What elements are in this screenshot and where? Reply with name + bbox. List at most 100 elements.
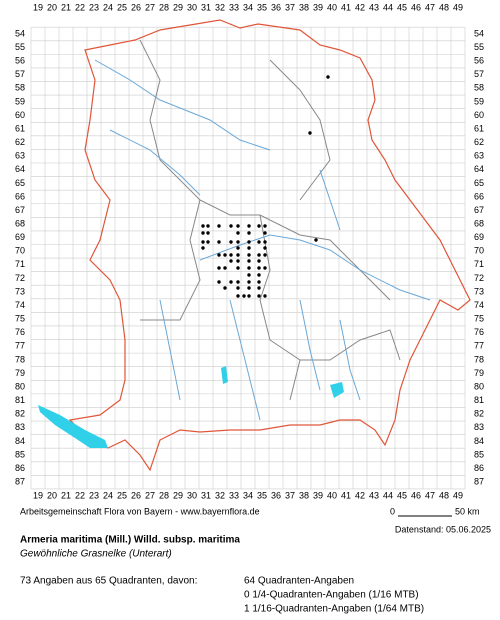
row-label: 70: [15, 246, 25, 256]
row-label: 82: [15, 409, 25, 419]
column-label: 35: [257, 490, 267, 500]
column-label: 20: [47, 490, 57, 500]
row-label: 68: [474, 218, 484, 228]
occurrence-dot: [263, 253, 267, 257]
occurrence-dot: [229, 240, 233, 244]
column-label: 36: [271, 2, 281, 12]
row-label: 68: [15, 218, 25, 228]
column-label: 42: [355, 2, 365, 12]
row-label: 62: [474, 137, 484, 147]
occurrence-dot: [229, 259, 233, 263]
rivers: [94, 59, 431, 421]
column-label: 19: [33, 2, 43, 12]
row-label: 87: [474, 477, 484, 487]
column-label: 33: [229, 2, 239, 12]
row-label: 57: [15, 69, 25, 79]
column-label: 40: [327, 2, 337, 12]
occurrence-dot: [206, 240, 210, 244]
row-label: 58: [15, 83, 25, 93]
row-label: 82: [474, 409, 484, 419]
column-label: 39: [313, 2, 323, 12]
row-label: 85: [15, 449, 25, 459]
occurrence-dot: [263, 266, 267, 270]
occurrence-dot: [247, 253, 251, 257]
column-label: 37: [285, 490, 295, 500]
occurrence-dot: [201, 240, 205, 244]
lake-bodensee: [38, 405, 108, 448]
date: Datenstand: 05.06.2025: [395, 524, 491, 534]
column-label: 43: [369, 490, 379, 500]
row-label: 71: [474, 259, 484, 269]
occurrence-dot: [236, 253, 240, 257]
scale-start: 0: [390, 506, 395, 516]
column-label: 21: [61, 2, 71, 12]
column-label: 34: [243, 2, 253, 12]
row-label: 67: [474, 205, 484, 215]
row-label: 75: [474, 314, 484, 324]
summary-line: 0 1/4-Quadranten-Angaben (1/16 MTB): [244, 590, 419, 601]
row-label: 79: [474, 368, 484, 378]
column-label: 28: [159, 2, 169, 12]
column-label: 36: [271, 490, 281, 500]
column-label: 46: [411, 2, 421, 12]
row-label: 65: [474, 178, 484, 188]
occurrence-dot: [247, 259, 251, 263]
column-label: 24: [103, 490, 113, 500]
summary-line: 1 1/16-Quadranten-Angaben (1/64 MTB): [244, 604, 424, 615]
column-label: 34: [243, 490, 253, 500]
row-label: 69: [15, 232, 25, 242]
column-label: 49: [453, 2, 463, 12]
column-label: 47: [425, 2, 435, 12]
occurrence-dot: [217, 280, 221, 284]
occurrence-dot: [236, 266, 240, 270]
column-label: 37: [285, 2, 295, 12]
occurrence-dot: [201, 246, 205, 250]
column-label: 38: [299, 2, 309, 12]
column-label: 31: [201, 490, 211, 500]
row-label: 59: [15, 96, 25, 106]
column-label: 38: [299, 490, 309, 500]
row-label: 65: [15, 178, 25, 188]
row-label: 60: [474, 110, 484, 120]
occurrence-dot: [201, 231, 205, 235]
occurrence-dot: [263, 224, 267, 228]
state-border: [68, 19, 471, 472]
row-label: 69: [474, 232, 484, 242]
column-label: 30: [187, 2, 197, 12]
occurrence-dot: [263, 294, 267, 298]
row-label: 54: [474, 28, 484, 38]
row-label: 79: [15, 368, 25, 378]
occurrence-dots: [201, 75, 330, 298]
row-label: 76: [474, 327, 484, 337]
occurrence-dot: [217, 253, 221, 257]
column-label: 28: [159, 490, 169, 500]
common-name: Gewöhnliche Grasnelke (Unterart): [20, 549, 172, 560]
row-label: 81: [474, 395, 484, 405]
row-label: 80: [474, 381, 484, 391]
row-label: 72: [474, 273, 484, 283]
row-label: 64: [15, 164, 25, 174]
column-label: 48: [439, 490, 449, 500]
row-label: 67: [15, 205, 25, 215]
row-label: 64: [474, 164, 484, 174]
occurrence-dot: [247, 224, 251, 228]
column-label: 32: [215, 2, 225, 12]
column-label: 24: [103, 2, 113, 12]
district-borders: [139, 39, 401, 401]
column-label: 29: [173, 490, 183, 500]
occurrence-dot: [201, 224, 205, 228]
row-label: 54: [15, 28, 25, 38]
occurrence-dot: [247, 280, 251, 284]
occurrence-dot: [229, 280, 233, 284]
row-label: 74: [15, 300, 25, 310]
row-label: 75: [15, 314, 25, 324]
occurrence-dot: [326, 75, 330, 79]
credit: Arbeitsgemeinschaft Flora von Bayern - w…: [20, 506, 260, 516]
row-label: 81: [15, 395, 25, 405]
row-label: 73: [474, 286, 484, 296]
column-label: 26: [131, 2, 141, 12]
occurrence-dot: [217, 266, 221, 270]
row-label: 85: [474, 449, 484, 459]
row-label: 61: [15, 123, 25, 133]
column-label: 27: [145, 2, 155, 12]
